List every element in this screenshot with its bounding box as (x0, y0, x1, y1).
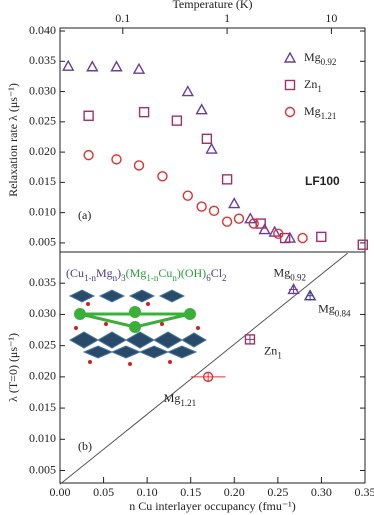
circle-marker (202, 371, 214, 383)
y-tick-label: 0.025 (29, 114, 56, 128)
y-axis-label: Relaxation rate λ (μs⁻¹) (6, 83, 20, 197)
formula-part: 1-n (84, 273, 96, 283)
y-axis-label: λ (T=0) (μs⁻¹) (6, 333, 20, 402)
y-tick-label: 0.020 (29, 144, 56, 158)
circle-marker (83, 149, 94, 161)
triangle-marker (303, 289, 317, 301)
triangle-marker (195, 103, 208, 115)
formula-part: Cu (158, 266, 172, 280)
x-tick-label: 0.10 (137, 485, 158, 499)
y-tick-label: 0.020 (29, 369, 56, 383)
x-tick-label: 0.05 (93, 485, 114, 499)
square-marker (171, 115, 183, 126)
formula-part: ) (117, 266, 121, 280)
x-tick-label: 10 (325, 11, 337, 25)
circle-marker (111, 154, 122, 165)
x-tick-label: 0.20 (224, 485, 245, 499)
y-tick-label: 0.035 (29, 53, 56, 67)
circle-marker (273, 228, 284, 240)
circle-marker (133, 160, 145, 171)
triangle-marker (283, 51, 297, 63)
circle-marker (182, 190, 193, 201)
plot-frame (59, 251, 366, 484)
formula-part: 6 (206, 273, 211, 283)
formula-part: 3 (121, 273, 126, 283)
formula-part: Cl (211, 266, 223, 280)
formula-part: 2 (222, 273, 227, 283)
square-marker (244, 334, 256, 345)
x-tick-label: 0.30 (311, 485, 332, 499)
circle-marker (284, 106, 296, 118)
legend-label: Mg0.92 (304, 50, 336, 67)
circle-marker (221, 216, 233, 227)
x-tick-label: 0.1 (115, 11, 130, 25)
point-label: Mg0.92 (274, 265, 306, 282)
panel-label: (b) (78, 439, 92, 453)
formula-part: n (113, 273, 118, 283)
formula: (Cu1-nMgn)3(Mg1-nCun)(OH)6Cl2 (66, 266, 227, 283)
crystal-structure (68, 289, 207, 366)
triangle-marker (110, 60, 123, 72)
circle-marker (196, 201, 207, 212)
triangle-marker (132, 62, 146, 74)
formula-part: n (172, 273, 177, 283)
annotation: LF100 (305, 174, 340, 188)
x-tick-label: 0.25 (267, 485, 288, 499)
circle-marker (248, 218, 259, 229)
point-label: Mg0.84 (318, 301, 351, 318)
triangle-marker (181, 85, 194, 97)
circle-marker (297, 232, 308, 244)
square-marker (357, 239, 368, 250)
triangle-marker (228, 197, 241, 209)
y-tick-label: 0.040 (29, 23, 56, 37)
y-tick-label: 0.035 (29, 275, 56, 289)
y-tick-label: 0.005 (29, 462, 56, 476)
y-tick-label: 0.030 (29, 306, 56, 320)
x-axis-label: Temperature (K) (172, 0, 252, 11)
square-marker (316, 231, 327, 243)
formula-part: 1-n (146, 273, 158, 283)
triangle-marker (86, 60, 99, 72)
point-label: Zn1 (264, 343, 282, 360)
x-axis-label: n Cu interlayer occupancy (fmu⁻¹) (129, 499, 296, 513)
square-marker (221, 174, 233, 185)
circle-marker (157, 171, 168, 182)
y-tick-label: 0.030 (29, 83, 56, 97)
y-tick-label: 0.010 (29, 431, 56, 445)
x-tick-label: 0.35 (355, 485, 374, 499)
formula-part: (Cu (66, 266, 84, 280)
formula-part: )(OH) (177, 266, 206, 280)
x-tick-label: 0.00 (50, 485, 71, 499)
triangle-marker (258, 223, 271, 235)
point-label: Mg1.21 (164, 391, 196, 408)
x-tick-label: 0.15 (180, 485, 201, 499)
fit-line (59, 252, 348, 485)
y-tick-label: 0.010 (29, 204, 56, 218)
circle-marker (233, 213, 245, 224)
square-marker (138, 106, 150, 118)
legend-label: Mg1.21 (304, 104, 336, 121)
triangle-marker (62, 59, 75, 71)
legend-label: Zn1 (304, 77, 322, 94)
square-marker (284, 79, 296, 91)
y-tick-label: 0.005 (29, 235, 56, 249)
formula-part: (Mg (126, 266, 147, 280)
x-tick-label: 1 (224, 11, 230, 25)
square-marker (255, 218, 266, 229)
triangle-marker (205, 142, 218, 154)
square-marker (83, 110, 94, 121)
y-tick-label: 0.015 (29, 400, 56, 414)
triangle-marker (244, 212, 257, 224)
square-marker (201, 133, 213, 144)
y-tick-label: 0.015 (29, 174, 56, 188)
y-tick-label: 0.025 (29, 337, 56, 351)
triangle-marker (287, 283, 300, 295)
circle-marker (208, 205, 220, 217)
panel-label: (a) (78, 208, 91, 222)
formula-part: Mg (96, 266, 113, 280)
